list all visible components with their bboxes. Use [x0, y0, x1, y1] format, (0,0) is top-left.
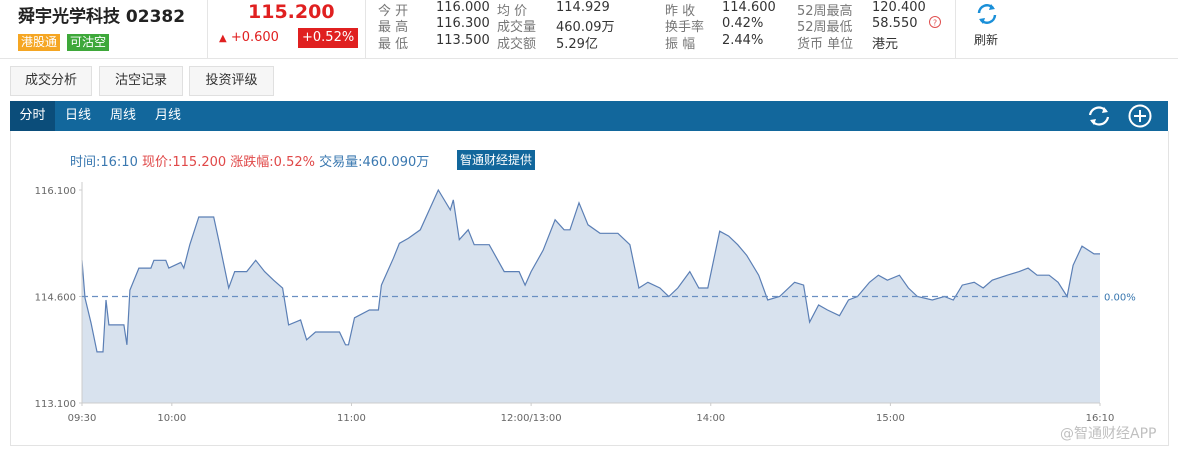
tab[interactable]: 成交分析	[10, 66, 92, 96]
stat-label: 最 高	[378, 20, 409, 35]
chart-tools	[1088, 104, 1152, 128]
x-tick-label: 11:00	[337, 413, 366, 424]
stat-value: 116.300	[436, 16, 490, 31]
info-time: 时间:16:10	[70, 155, 138, 170]
stat-label: 52周最高	[797, 4, 853, 19]
add-button[interactable]	[1128, 104, 1152, 128]
stat-value: 460.09万	[556, 20, 615, 35]
info-change: 涨跌幅:0.52%	[230, 155, 315, 170]
info-icon[interactable]: ?	[928, 15, 942, 29]
stat-value: 114.929	[556, 0, 610, 15]
svg-text:?: ?	[933, 19, 937, 28]
stat-value: 0.42%	[722, 16, 764, 31]
stat-label: 今 开	[378, 4, 409, 19]
stat-value: 2.44%	[722, 33, 764, 48]
stat-value: 港元	[872, 37, 899, 52]
price: 115.200	[248, 1, 335, 23]
info-price: 现价:115.200	[142, 155, 227, 170]
tag: 可沽空	[67, 34, 110, 51]
header-border	[0, 58, 1178, 59]
y-tick-label: 114.600	[35, 293, 76, 304]
period-tab[interactable]: 日线	[64, 108, 91, 123]
stat-value: 5.29亿	[556, 37, 598, 52]
stat-label: 最 低	[378, 37, 409, 52]
stat-label: 成交量	[497, 20, 537, 35]
tab[interactable]: 沽空记录	[99, 66, 183, 96]
reload-button[interactable]	[1088, 106, 1110, 126]
stat-label: 换手率	[665, 20, 705, 35]
change: ▲ +0.600	[219, 30, 279, 45]
info-volume: 交易量:460.090万	[319, 155, 430, 170]
x-tick-label: 15:00	[876, 413, 905, 424]
stat-label: 振 幅	[665, 37, 696, 52]
up-arrow: ▲	[219, 33, 227, 44]
stat-value: 116.000	[436, 0, 490, 15]
y-tick-label: 113.100	[35, 399, 76, 410]
stat-label: 货币 单位	[797, 37, 854, 52]
refresh-label[interactable]: 刷新	[974, 33, 999, 47]
stock-name: 舜宇光学科技 02382	[18, 7, 186, 27]
price-line	[81, 188, 1100, 353]
y-tick-label: 116.100	[35, 186, 76, 197]
stat-label: 52周最低	[797, 20, 853, 35]
period-tab[interactable]: 月线	[154, 108, 181, 123]
x-tick-label: 09:30	[68, 413, 97, 424]
divider	[955, 0, 956, 58]
area	[82, 190, 1100, 403]
stat-label: 昨 收	[665, 4, 696, 19]
chart-panel	[10, 131, 1169, 446]
x-tick-label: 16:10	[1086, 413, 1115, 424]
stat-value: 58.550	[872, 16, 918, 31]
x-tick-label: 12:00/13:00	[501, 413, 562, 424]
tab[interactable]: 投资评级	[189, 66, 274, 96]
divider	[365, 0, 366, 58]
stat-label: 均 价	[497, 4, 528, 19]
divider	[207, 0, 208, 58]
refresh-icon[interactable]	[975, 2, 999, 26]
period-tab[interactable]: 周线	[109, 108, 136, 123]
stat-value: 114.600	[722, 0, 776, 15]
stat-label: 成交额	[497, 37, 537, 52]
chart-info: 时间:16:10 现价:115.200 涨跌幅:0.52% 交易量:460.09…	[70, 151, 429, 170]
watermark: @智通财经APP	[1060, 426, 1157, 442]
period-tab[interactable]: 分时	[10, 101, 55, 131]
x-tick-label: 14:00	[696, 413, 725, 424]
source-badge: 智通财经提供	[457, 150, 536, 170]
stat-value: 120.400	[872, 0, 926, 15]
x-tick-label: 10:00	[157, 413, 186, 424]
tag: 港股通	[18, 34, 61, 51]
reference-label: 0.00%	[1104, 293, 1136, 304]
change-pct: +0.52%	[298, 28, 359, 48]
stat-value: 113.500	[436, 33, 490, 48]
change-value: +0.600	[230, 30, 279, 45]
period-bar	[10, 101, 1168, 131]
